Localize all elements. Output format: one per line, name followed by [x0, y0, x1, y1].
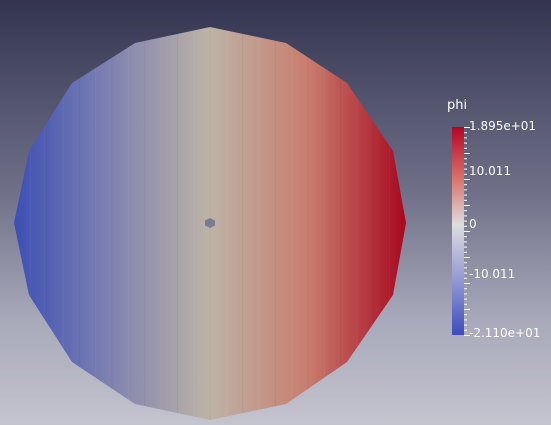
colorbar-lower-label: -10.011 [469, 267, 516, 281]
colorbar-upper-label: 10.011 [469, 164, 511, 178]
colorbar-scale[interactable] [452, 127, 464, 335]
colorbar-title: phi [447, 98, 468, 113]
center-node-marker [205, 218, 215, 228]
colorbar-min-label: -2.110e+01 [469, 326, 541, 340]
colorbar-mid-label: 0 [469, 217, 477, 231]
colorbar-max-label: 1.895e+01 [469, 119, 537, 133]
